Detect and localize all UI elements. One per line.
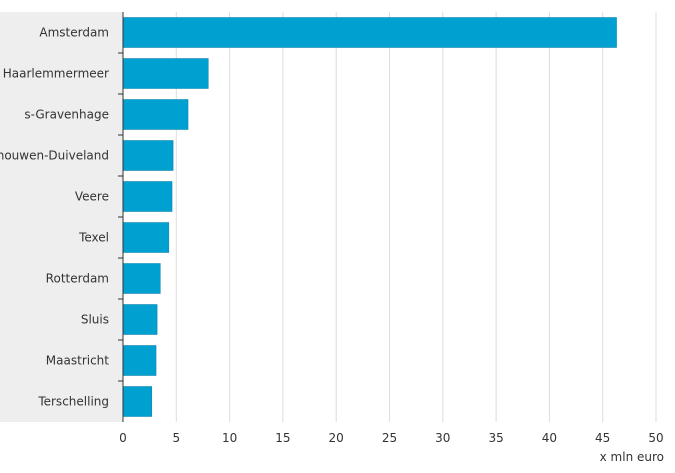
- bar: [122, 304, 158, 335]
- category-label: Sluis: [81, 313, 109, 327]
- bar: [122, 386, 153, 417]
- category-label: Haarlemmermeer: [3, 67, 109, 81]
- bar: [122, 140, 174, 171]
- x-tick-label: 20: [329, 431, 344, 445]
- category-label: Rotterdam: [46, 272, 109, 286]
- x-tick-label: 40: [542, 431, 557, 445]
- x-tick-label: 15: [275, 431, 290, 445]
- category-label: Texel: [78, 231, 109, 245]
- x-axis-title: x mln euro: [600, 450, 664, 464]
- x-tick-label: 30: [435, 431, 450, 445]
- x-tick-label: 35: [488, 431, 503, 445]
- bar: [122, 263, 161, 294]
- category-label: Amsterdam: [39, 26, 109, 40]
- category-label: s-Gravenhage: [24, 108, 109, 122]
- category-label: Maastricht: [46, 354, 109, 368]
- bar: [122, 99, 189, 130]
- bar: [122, 58, 209, 89]
- bar: [122, 181, 173, 212]
- x-tick-label: 50: [648, 431, 663, 445]
- category-label: Terschelling: [37, 395, 109, 409]
- x-tick-label: 25: [382, 431, 397, 445]
- x-tick-label: 45: [595, 431, 610, 445]
- x-tick-label: 0: [119, 431, 127, 445]
- bar: [122, 345, 157, 376]
- x-tick-label: 5: [172, 431, 180, 445]
- bar: [122, 222, 170, 253]
- x-tick-labels: 0 5 10 15 20 25 30 35 40 45 50: [119, 431, 663, 445]
- category-label-band: [0, 12, 123, 422]
- category-label: Veere: [75, 190, 109, 204]
- bars: [122, 17, 617, 417]
- category-ticks: [118, 52, 123, 382]
- bar: [122, 17, 617, 48]
- gridlines: [175, 12, 657, 422]
- category-labels: Amsterdam Haarlemmermeer s-Gravenhage Schou…: [0, 26, 109, 409]
- category-label: Schouwen-Duiveland: [0, 149, 109, 163]
- x-tick-label: 10: [222, 431, 237, 445]
